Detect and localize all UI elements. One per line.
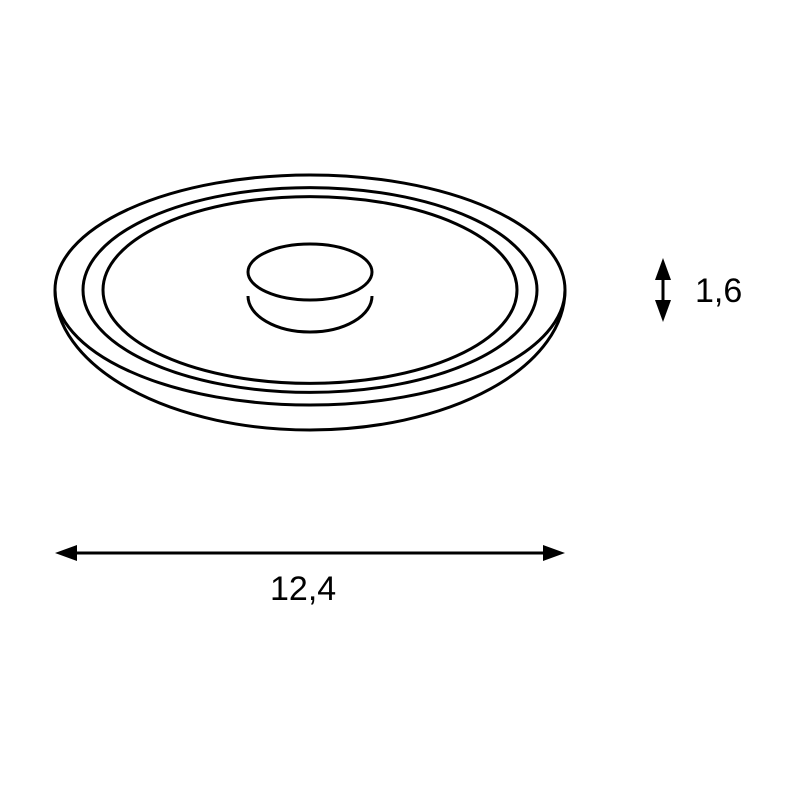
height-dimension-label: 1,6: [695, 272, 742, 310]
technical-drawing: 12,4 1,6: [0, 0, 800, 800]
width-dimension-label: 12,4: [270, 570, 336, 608]
